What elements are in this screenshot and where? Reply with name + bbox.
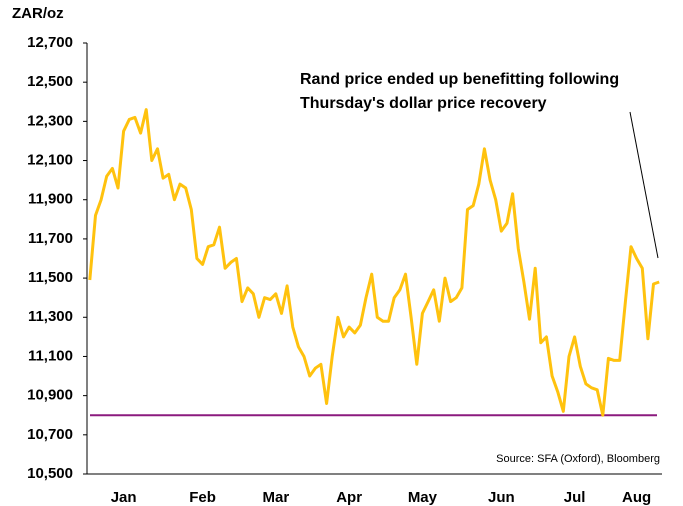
y-tick-label: 11,900: [28, 191, 73, 208]
x-tick-label: Jul: [564, 489, 586, 506]
y-tick-label: 11,300: [28, 308, 73, 325]
y-tick-label: 12,500: [27, 73, 73, 90]
y-tick-label: 11,700: [28, 230, 73, 247]
x-tick-label: Apr: [336, 489, 362, 506]
x-tick-label: Feb: [189, 489, 216, 506]
x-tick-label: Mar: [263, 489, 290, 506]
price-line: [88, 108, 660, 417]
x-tick-label: Jan: [111, 489, 137, 506]
y-tick-label: 12,300: [27, 112, 73, 129]
annotation: Rand price ended up benefitting followin…: [300, 71, 619, 88]
y-tick-label: 12,700: [27, 34, 73, 51]
y-tick-label: 11,500: [28, 269, 73, 286]
y-axis-label: ZAR/oz: [12, 5, 64, 22]
x-tick-label: Jun: [488, 489, 515, 506]
source: Source: SFA (Oxford), Bloomberg: [496, 453, 660, 465]
y-tick-label: 10,900: [27, 387, 73, 404]
y-tick-label: 11,100: [28, 347, 73, 364]
y-tick-label: 10,500: [27, 465, 73, 482]
annotation-arrow: [629, 111, 659, 259]
x-tick-label: May: [408, 489, 438, 506]
y-tick-label: 12,100: [27, 152, 73, 169]
y-tick-label: 10,700: [27, 426, 73, 443]
annotation: Thursday's dollar price recovery: [300, 95, 547, 112]
x-tick-label: Aug: [622, 489, 651, 506]
